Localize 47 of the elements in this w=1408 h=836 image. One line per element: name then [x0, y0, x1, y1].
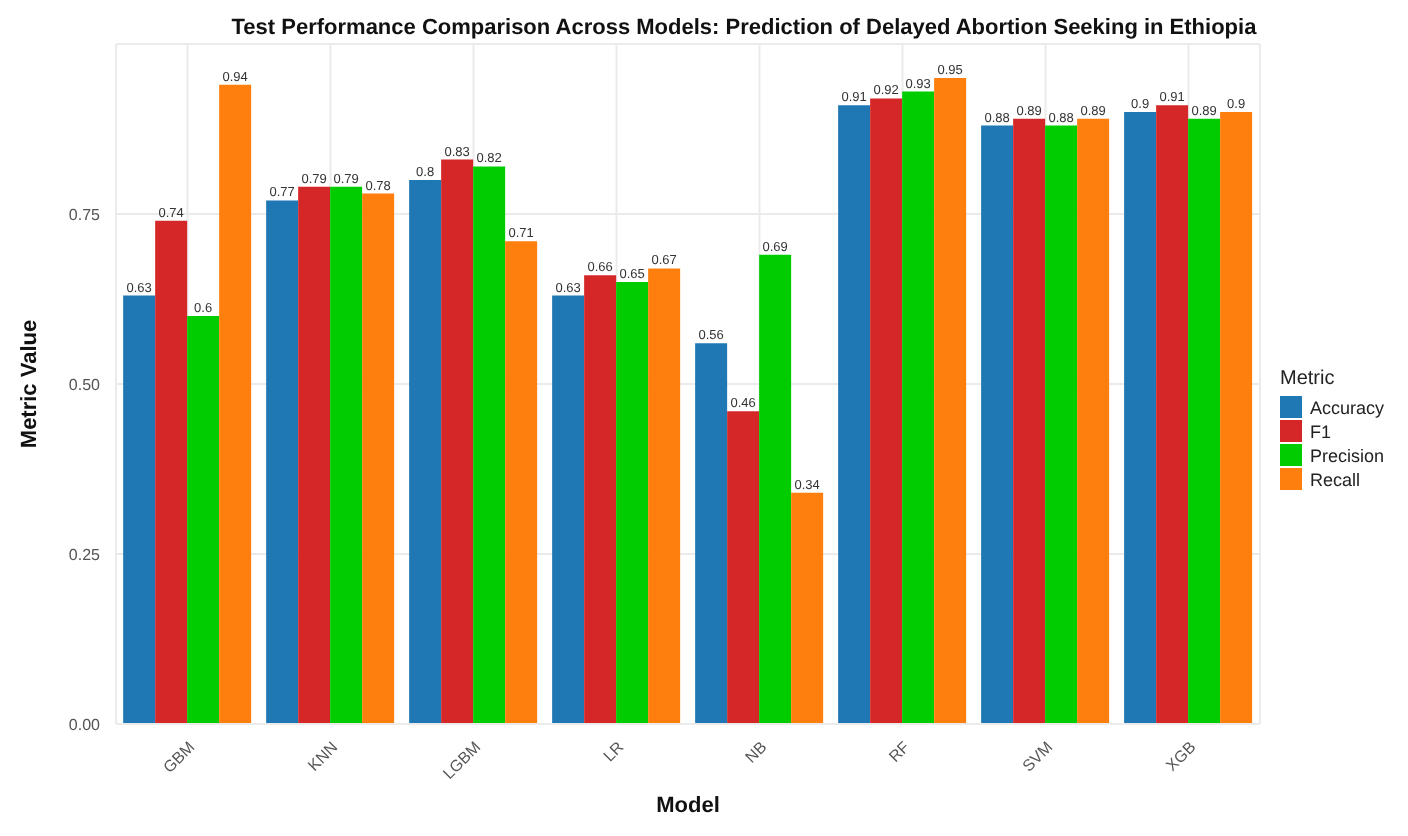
bar [552, 295, 585, 724]
x-axis-title: Model [656, 794, 720, 818]
legend-label: Recall [1309, 469, 1360, 489]
y-axis-title: Metric Value [17, 319, 42, 449]
bar [870, 98, 903, 724]
bar [473, 166, 506, 724]
y-tick-label: 0.50 [68, 375, 102, 394]
bar [934, 78, 967, 724]
y-tick-label: 0.25 [68, 545, 102, 564]
y-tick-label: 0.75 [68, 205, 102, 224]
bar [266, 200, 299, 724]
bar [616, 282, 649, 724]
bar [1013, 118, 1046, 724]
bar [505, 241, 538, 724]
bar [584, 275, 617, 724]
bar [155, 220, 188, 724]
bar [759, 254, 792, 724]
bar [362, 193, 395, 724]
bar [791, 492, 824, 724]
bar [648, 268, 681, 724]
bar [1188, 118, 1221, 724]
bar [409, 180, 442, 724]
bar [838, 105, 871, 724]
x-tick-label: RF [885, 737, 914, 766]
bar [1156, 105, 1189, 724]
bar [981, 125, 1014, 724]
legend-label: F1 [1309, 421, 1331, 441]
bar [441, 159, 474, 724]
bar [727, 411, 760, 724]
bar [1124, 112, 1157, 724]
bar [1045, 125, 1078, 724]
bar [1077, 118, 1110, 724]
y-tick-label: 0.00 [68, 715, 102, 734]
bar [902, 91, 935, 724]
bar [695, 343, 728, 724]
bar [298, 186, 331, 724]
legend-label: Precision [1309, 445, 1384, 465]
x-tick-label: LR [600, 737, 628, 766]
chart-title: Test Performance Comparison Across Models: Prediction of Delayed Abortion Seeking in Ethiopia [229, 16, 1259, 40]
legend-title: Metric [1279, 368, 1337, 390]
bar [123, 295, 156, 724]
bar [219, 84, 252, 724]
x-tick-label: NB [741, 738, 771, 767]
bar [187, 316, 220, 724]
bar [1220, 112, 1253, 724]
bar [330, 186, 363, 724]
legend-label: Accuracy [1309, 397, 1384, 417]
